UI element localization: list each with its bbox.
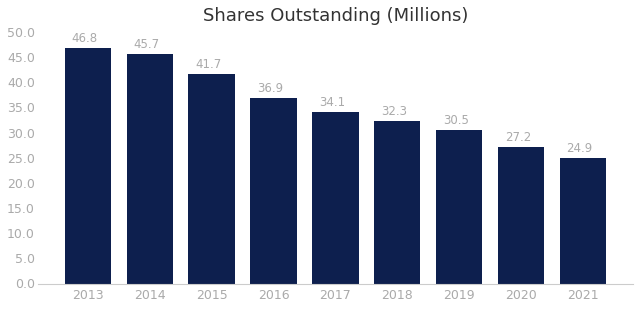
Bar <box>374 121 420 283</box>
Bar <box>559 158 606 283</box>
Text: 41.7: 41.7 <box>195 58 221 71</box>
Bar <box>250 98 297 283</box>
Text: 34.1: 34.1 <box>319 96 345 109</box>
Bar <box>127 54 173 283</box>
Text: 45.7: 45.7 <box>134 38 160 51</box>
Text: 32.3: 32.3 <box>381 105 407 118</box>
Text: 36.9: 36.9 <box>257 82 284 95</box>
Text: 30.5: 30.5 <box>443 114 468 127</box>
Text: 46.8: 46.8 <box>72 32 98 45</box>
Text: 27.2: 27.2 <box>505 131 531 144</box>
Bar <box>189 74 235 283</box>
Bar <box>65 48 111 283</box>
Text: 24.9: 24.9 <box>566 142 593 155</box>
Bar <box>498 147 544 283</box>
Bar <box>436 130 483 283</box>
Title: Shares Outstanding (Millions): Shares Outstanding (Millions) <box>203 7 468 25</box>
Bar <box>312 112 358 283</box>
